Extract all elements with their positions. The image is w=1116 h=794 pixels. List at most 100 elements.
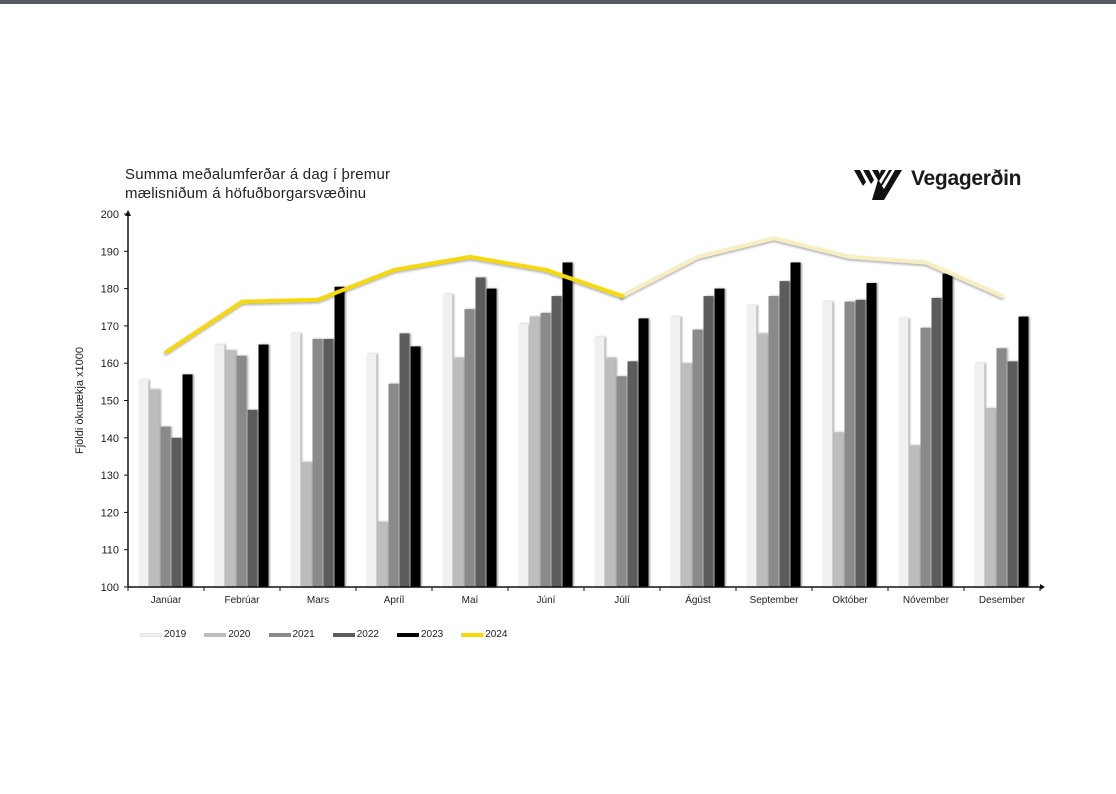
bar-2023-8 <box>714 288 725 587</box>
bar-2022-10 <box>855 299 866 587</box>
chart-title-line-1: Summa meðalumferðar á dag í þremur <box>125 166 391 183</box>
bar-2021-3 <box>312 338 323 587</box>
bar-2020-11 <box>909 445 920 587</box>
bar-2021-10 <box>844 301 855 587</box>
x-tick-label-4: Apríl <box>384 595 405 606</box>
y-tick-label-130: 130 <box>101 470 119 482</box>
chart-title-line-2: mælisniðum á höfuðborgarsvæðinu <box>125 185 367 202</box>
bar-2023-6 <box>562 262 573 587</box>
bar-2021-2 <box>236 355 247 587</box>
y-axis-label: Fjöldi ökutækja x1000 <box>74 347 86 454</box>
legend-item-2021: 2021 <box>268 629 315 640</box>
legend-swatch-2020 <box>204 632 227 637</box>
bar-2021-11 <box>920 327 931 587</box>
y-axis-arrow <box>125 210 131 216</box>
x-tick-label-10: Október <box>832 595 868 606</box>
bar-2022-12 <box>1007 361 1018 587</box>
legend-item-2024: 2024 <box>461 629 508 640</box>
bar-2022-11 <box>931 297 942 587</box>
bar-2021-8 <box>692 329 703 587</box>
bar-2019-7 <box>594 337 605 587</box>
bar-2019-8 <box>670 316 681 587</box>
legend-item-2022: 2022 <box>332 629 379 640</box>
legend-label-2022: 2022 <box>356 629 379 640</box>
legend-item-2019: 2019 <box>140 629 186 640</box>
x-tick-label-6: Júní <box>537 595 556 606</box>
bar-2019-3 <box>290 333 301 587</box>
bar-2019-9 <box>746 305 757 587</box>
legend-swatch-2022 <box>332 632 355 637</box>
bar-2019-6 <box>518 324 529 587</box>
bar-2019-5 <box>442 294 453 587</box>
bar-2022-7 <box>627 361 638 587</box>
bar-2023-5 <box>486 288 497 587</box>
bar-2020-1 <box>149 389 160 587</box>
bar-2021-7 <box>616 376 627 587</box>
bar-2023-11 <box>942 273 953 587</box>
bar-2022-3 <box>323 338 334 587</box>
bar-2020-8 <box>681 363 692 587</box>
bar-2023-4 <box>410 346 421 587</box>
bar-2021-9 <box>768 296 779 587</box>
bar-2020-9 <box>757 333 768 587</box>
x-tick-label-8: Ágúst <box>685 593 711 606</box>
legend-swatch-2019 <box>140 632 162 637</box>
bar-2020-5 <box>453 357 464 587</box>
bar-2022-4 <box>399 333 410 587</box>
bar-2023-2 <box>258 344 269 587</box>
bar-2022-5 <box>475 277 486 587</box>
bar-2021-12 <box>996 348 1007 587</box>
y-tick-label-100: 100 <box>101 582 119 594</box>
bar-2019-1 <box>138 379 149 587</box>
y-tick-label-170: 170 <box>101 321 119 333</box>
legend-label-2020: 2020 <box>228 629 251 640</box>
bar-2023-1 <box>182 374 193 587</box>
bar-2020-6 <box>529 316 540 587</box>
x-tick-label-12: Desember <box>979 595 1026 606</box>
bar-2021-4 <box>388 383 399 587</box>
legend-swatch-2024 <box>461 632 484 637</box>
x-tick-label-3: Mars <box>307 595 329 606</box>
bar-2020-4 <box>377 521 388 587</box>
y-tick-label-150: 150 <box>101 396 119 408</box>
bar-2021-5 <box>464 309 475 587</box>
bar-2021-1 <box>160 426 171 587</box>
bar-2020-3 <box>301 462 312 587</box>
legend-swatch-2023 <box>397 632 419 637</box>
bar-2023-7 <box>638 318 649 587</box>
top-bar <box>0 0 1116 4</box>
bar-2022-9 <box>779 281 790 587</box>
legend-swatch-2021 <box>268 632 291 637</box>
stripes-logo-icon <box>854 170 902 200</box>
bar-2019-4 <box>366 353 377 587</box>
bar-2022-6 <box>551 296 562 587</box>
bar-2023-3 <box>334 286 345 587</box>
bar-2022-8 <box>703 296 714 587</box>
y-tick-label-200: 200 <box>101 209 119 221</box>
bar-2023-12 <box>1018 316 1029 587</box>
legend-label-2021: 2021 <box>292 629 315 640</box>
x-tick-label-7: Júlí <box>614 595 630 606</box>
x-tick-label-5: Maí <box>462 595 479 606</box>
legend-label-2023: 2023 <box>421 629 444 640</box>
legend-item-2020: 2020 <box>204 629 251 640</box>
bar-2020-2 <box>225 350 236 587</box>
bar-2022-1 <box>171 437 182 587</box>
y-tick-label-180: 180 <box>101 284 119 296</box>
legend-label-2019: 2019 <box>164 629 187 640</box>
y-tick-label-120: 120 <box>101 507 119 519</box>
y-tick-label-110: 110 <box>101 545 119 557</box>
legend-label-2024: 2024 <box>485 629 508 640</box>
bar-2019-12 <box>974 363 985 587</box>
y-tick-label-190: 190 <box>101 246 119 258</box>
y-tick-label-160: 160 <box>101 358 119 370</box>
legend-item-2023: 2023 <box>397 629 443 640</box>
x-axis-arrow <box>1040 584 1045 590</box>
bar-2022-2 <box>247 409 258 587</box>
bar-2020-7 <box>605 357 616 587</box>
bar-2023-10 <box>866 283 877 587</box>
bar-2023-9 <box>790 262 801 587</box>
chart-title: Summa meðalumferðar á dag í þremur mælis… <box>125 165 390 203</box>
x-tick-label-1: Janúar <box>151 595 182 606</box>
